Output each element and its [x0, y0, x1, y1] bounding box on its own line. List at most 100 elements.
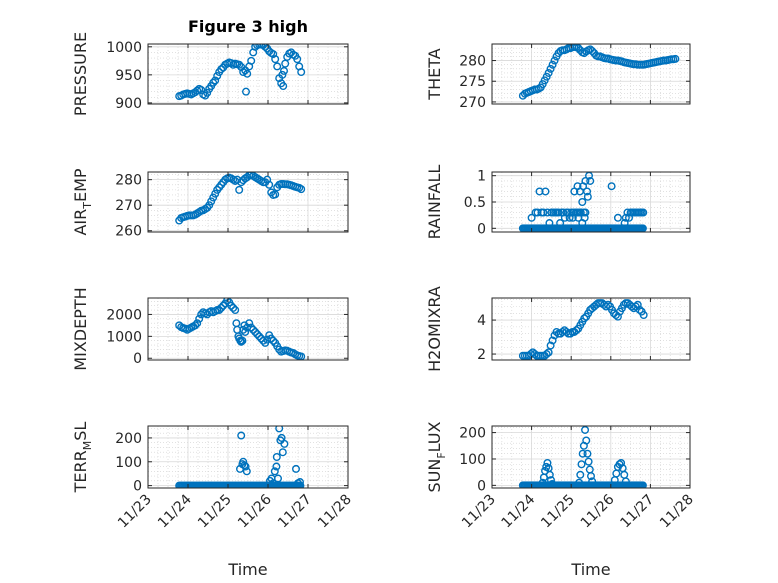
y-tick-label: 1000	[106, 329, 142, 345]
y-tick-label: 275	[459, 74, 486, 90]
y-tick-label: 100	[459, 452, 486, 468]
data-point	[542, 350, 551, 359]
y-tick-label: 2000	[106, 307, 142, 323]
data-point	[581, 176, 590, 185]
data-point	[278, 70, 287, 79]
data-point	[539, 208, 548, 217]
data-point	[578, 449, 587, 458]
data-point	[604, 300, 613, 309]
data-point	[580, 314, 589, 323]
data-point	[617, 458, 626, 467]
data-point	[639, 310, 648, 319]
data-point	[607, 182, 616, 191]
data-point	[193, 86, 202, 95]
data-point	[550, 56, 559, 65]
data-point	[545, 470, 554, 479]
series-markers	[175, 426, 305, 488]
subplot-air_temp: 260 270 280 AIRTEMP	[71, 168, 349, 240]
data-point	[191, 321, 200, 330]
figure-title: Figure 3 high	[188, 17, 308, 36]
data-point	[572, 326, 581, 335]
y-axis-label: RAINFALL	[425, 165, 444, 240]
y-tick-label: 100	[115, 455, 142, 471]
data-point	[229, 303, 238, 312]
data-point	[548, 336, 557, 345]
data-point	[272, 462, 281, 471]
data-point	[574, 44, 583, 53]
data-point	[543, 458, 552, 467]
data-point	[297, 68, 306, 77]
data-point	[278, 448, 287, 457]
y-axis-label: AIRTEMP	[71, 168, 94, 235]
y-tick-label: 900	[115, 96, 142, 112]
y-tick-label: 280	[459, 54, 486, 70]
data-point	[613, 213, 622, 222]
data-point	[272, 453, 281, 462]
data-point	[587, 472, 596, 481]
data-point	[219, 301, 228, 310]
data-point	[193, 319, 202, 328]
y-tick-label: 0	[477, 478, 486, 494]
data-point	[538, 478, 547, 487]
y-tick-label: 270	[115, 198, 142, 214]
data-point	[205, 201, 214, 210]
data-point	[633, 300, 642, 309]
data-point	[602, 302, 611, 311]
series-markers	[175, 44, 306, 101]
data-point	[292, 464, 301, 473]
data-point	[235, 185, 244, 194]
data-point	[296, 478, 305, 487]
data-point	[270, 467, 279, 476]
data-point	[576, 208, 585, 217]
data-point	[639, 208, 648, 217]
y-axis-label: H2OMIXRA	[425, 286, 444, 372]
data-point	[255, 332, 264, 341]
data-point	[241, 462, 250, 471]
data-point	[249, 325, 258, 334]
data-point	[247, 323, 256, 332]
data-point	[296, 481, 305, 488]
axes-box	[147, 297, 349, 361]
y-tick-label: 950	[115, 68, 142, 84]
data-point	[237, 431, 246, 440]
data-point	[241, 87, 250, 96]
data-point	[297, 185, 306, 194]
subplot-pressure: 900 950 1000 PRESSURE Figure 3 high	[71, 17, 349, 116]
data-point	[215, 306, 224, 315]
data-point	[613, 312, 622, 321]
y-tick-label: 0	[133, 479, 142, 495]
y-tick-label: 1	[477, 169, 486, 185]
data-point	[265, 180, 274, 189]
data-point	[223, 298, 232, 305]
y-axis-label: PRESSURE	[71, 32, 90, 116]
y-tick-label: 0	[477, 221, 486, 237]
data-point	[577, 460, 586, 469]
y-axis-label: SUNFLUX	[425, 421, 448, 492]
data-point	[584, 457, 593, 466]
data-point	[586, 176, 595, 185]
data-point	[269, 336, 278, 345]
data-point	[564, 208, 573, 217]
y-tick-label: 1000	[106, 40, 142, 56]
data-point	[293, 55, 302, 64]
data-point	[559, 208, 568, 217]
data-point	[271, 190, 280, 199]
data-point	[527, 213, 536, 222]
data-point	[227, 301, 236, 310]
data-point	[280, 439, 289, 448]
data-point	[565, 213, 574, 222]
y-tick-label: 4	[477, 313, 486, 329]
data-point	[566, 329, 575, 338]
data-point	[242, 467, 251, 476]
data-point	[203, 88, 212, 97]
data-point	[545, 219, 554, 228]
data-point	[271, 55, 280, 64]
data-point	[267, 334, 276, 343]
data-point	[245, 319, 254, 328]
subplot-mixdepth: 0 1000 2000 MIXDEPTH	[71, 287, 349, 371]
axes-box	[491, 43, 691, 105]
data-point	[217, 303, 226, 312]
data-point	[263, 175, 272, 184]
data-point	[237, 337, 246, 346]
